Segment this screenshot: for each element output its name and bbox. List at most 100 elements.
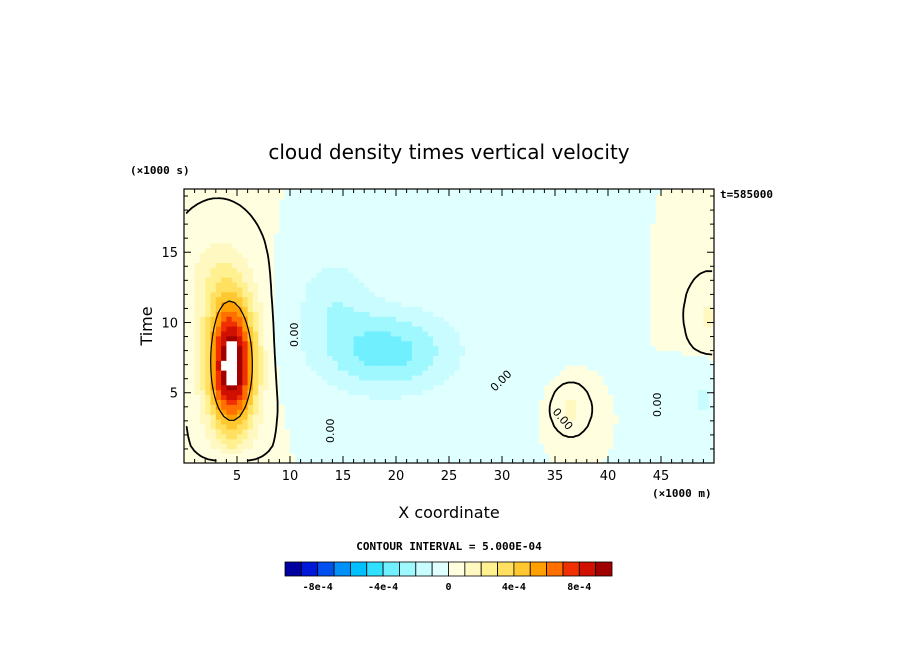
heat-cell (592, 345, 598, 352)
heat-cell (539, 458, 545, 463)
heat-cell (258, 321, 265, 327)
heat-cell (321, 286, 328, 293)
heat-cell (629, 433, 636, 440)
heat-cell (348, 438, 355, 445)
heat-cell (337, 237, 344, 244)
heat-cell (661, 321, 667, 327)
heat-cell (608, 291, 614, 298)
heat-cell (247, 272, 254, 278)
heat-cell (353, 242, 360, 249)
heat-cell (560, 223, 567, 229)
heat-cell (332, 399, 339, 405)
heat-cell (655, 379, 662, 386)
heat-cell (199, 438, 206, 445)
heat-cell (411, 360, 418, 366)
heat-cell (661, 252, 667, 259)
heat-cell (539, 404, 545, 410)
heat-cell (502, 306, 508, 312)
heat-cell (433, 414, 439, 420)
heat-cell (666, 262, 673, 268)
heat-cell (549, 277, 556, 283)
heat-cell (279, 267, 286, 273)
heat-cell (252, 321, 259, 327)
heat-cell (343, 281, 349, 288)
heat-cell (321, 252, 328, 259)
heat-cell (321, 433, 328, 440)
heat-cell (682, 311, 689, 317)
heat-cell (284, 257, 291, 263)
heat-cell (427, 453, 434, 459)
heat-cell (226, 233, 233, 239)
heat-cell (581, 448, 588, 454)
heat-cell (608, 281, 614, 288)
heat-cell (608, 365, 614, 371)
heat-cell (671, 233, 678, 239)
heat-cell (475, 301, 482, 308)
heat-cell (263, 433, 270, 440)
heat-cell (295, 286, 302, 293)
heat-cell (708, 237, 714, 244)
heat-cell (369, 223, 376, 229)
heat-cell (210, 453, 217, 459)
heat-cell (385, 443, 392, 449)
heat-cell (555, 355, 561, 361)
heat-cell (581, 384, 588, 391)
heat-cell (385, 218, 392, 224)
heat-cell (226, 301, 233, 308)
heat-cell (311, 316, 318, 322)
heat-cell (507, 257, 514, 263)
heat-cell (486, 247, 492, 254)
heat-cell (263, 345, 270, 352)
heat-cell (459, 326, 466, 332)
heat-cell (470, 399, 477, 405)
heat-cell (496, 418, 503, 425)
heat-cell (284, 374, 291, 381)
heat-cell (353, 335, 360, 342)
heat-cell (380, 379, 386, 386)
heat-cell (247, 316, 254, 322)
heat-cell (666, 360, 673, 366)
heat-cell (544, 247, 551, 254)
heat-cell (279, 252, 286, 259)
heat-cell (433, 423, 439, 430)
heat-cell (390, 345, 397, 352)
heat-cell (406, 311, 413, 317)
heat-cell (348, 414, 355, 420)
heat-cell (348, 355, 355, 361)
heat-cell (268, 404, 275, 410)
heat-cell (390, 394, 397, 400)
heat-cell (512, 277, 519, 283)
heat-cell (549, 247, 556, 254)
heat-cell (433, 296, 439, 303)
heat-cell (586, 428, 593, 435)
heat-cell (396, 223, 402, 229)
heat-cell (411, 379, 418, 386)
heat-cell (671, 458, 678, 463)
heat-cell (544, 335, 551, 342)
heat-cell (433, 428, 439, 435)
heat-cell (417, 355, 424, 361)
heat-cell (502, 257, 508, 263)
heat-cell (502, 433, 508, 440)
heat-cell (279, 345, 286, 352)
heat-cell (337, 399, 344, 405)
heat-cell (226, 433, 233, 440)
heat-cell (343, 335, 349, 342)
heat-cell (698, 365, 704, 371)
heat-cell (597, 448, 604, 454)
heat-cell (263, 360, 270, 366)
heat-cell (332, 272, 339, 278)
heat-cell (533, 355, 540, 361)
heat-cell (517, 223, 524, 229)
heat-cell (443, 458, 450, 463)
heat-cell (231, 448, 238, 454)
heat-cell (321, 350, 328, 356)
heat-cell (215, 350, 222, 356)
heat-cell (311, 296, 318, 303)
heat-cell (528, 218, 535, 224)
heat-cell (422, 316, 429, 322)
heat-cell (284, 370, 291, 376)
heat-cell (263, 443, 270, 449)
heat-cell (210, 423, 217, 430)
heat-cell (327, 399, 333, 405)
